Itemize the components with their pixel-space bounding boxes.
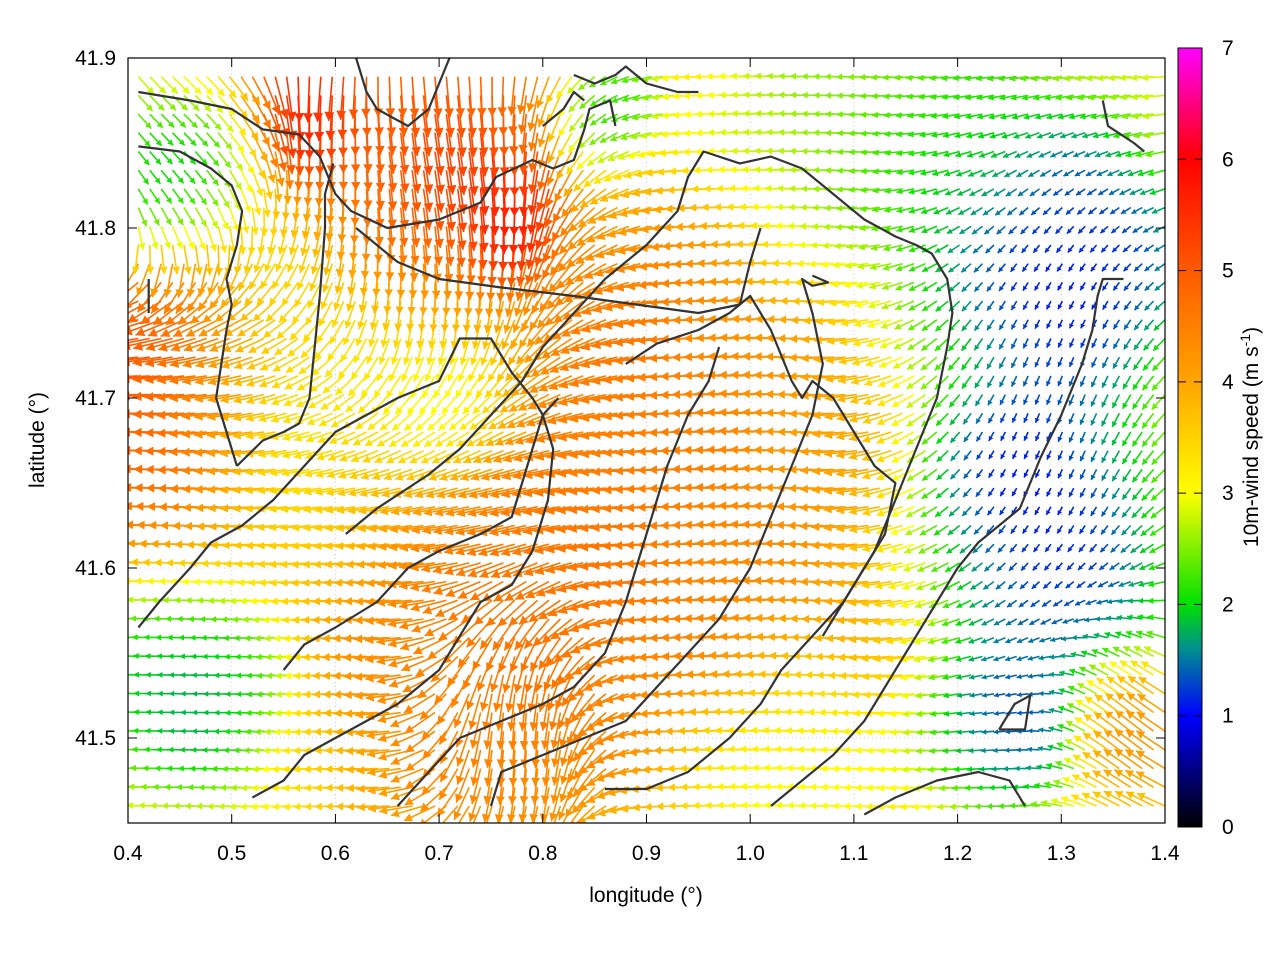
x-tick-label: 1.0 bbox=[736, 842, 765, 865]
x-tick-label: 1.2 bbox=[943, 842, 972, 865]
colorbar-tick-label: 2 bbox=[1222, 593, 1234, 616]
colorbar bbox=[1178, 48, 1202, 827]
colorbar-tick-label: 1 bbox=[1222, 705, 1234, 728]
x-tick-label: 0.8 bbox=[528, 842, 557, 865]
colorbar-tick-label: 5 bbox=[1222, 260, 1234, 283]
y-tick-label: 41.6 bbox=[75, 557, 116, 580]
colorbar-tick-label: 7 bbox=[1222, 37, 1234, 60]
x-tick-label: 1.1 bbox=[839, 842, 868, 865]
y-tick-label: 41.9 bbox=[75, 47, 116, 70]
y-axis-label: latitude (°) bbox=[26, 392, 49, 488]
x-tick-label: 1.3 bbox=[1047, 842, 1076, 865]
x-tick-label: 0.5 bbox=[217, 842, 246, 865]
x-tick-label: 0.4 bbox=[113, 842, 143, 865]
colorbar-label: 10m-wind speed (m s-1) bbox=[1237, 327, 1263, 547]
colorbar-tick-label: 4 bbox=[1222, 371, 1234, 394]
colorbar-tick-label: 3 bbox=[1222, 482, 1234, 505]
x-tick-label: 0.9 bbox=[632, 842, 661, 865]
colorbar-tick-label: 0 bbox=[1222, 816, 1234, 839]
colorbar-label-main: 10m-wind speed (m s bbox=[1240, 346, 1263, 547]
x-axis-label: longitude (°) bbox=[589, 884, 702, 907]
colorbar-label-end: ) bbox=[1240, 327, 1263, 334]
x-tick-label: 0.7 bbox=[424, 842, 453, 865]
x-tick-label: 0.6 bbox=[321, 842, 350, 865]
y-tick-label: 41.7 bbox=[75, 387, 116, 410]
colorbar-label-superscript: -1 bbox=[1237, 334, 1253, 347]
colorbar-tick-label: 6 bbox=[1222, 148, 1234, 171]
y-tick-label: 41.8 bbox=[75, 217, 116, 240]
x-tick-label: 1.4 bbox=[1150, 842, 1180, 865]
y-tick-label: 41.5 bbox=[75, 727, 116, 750]
